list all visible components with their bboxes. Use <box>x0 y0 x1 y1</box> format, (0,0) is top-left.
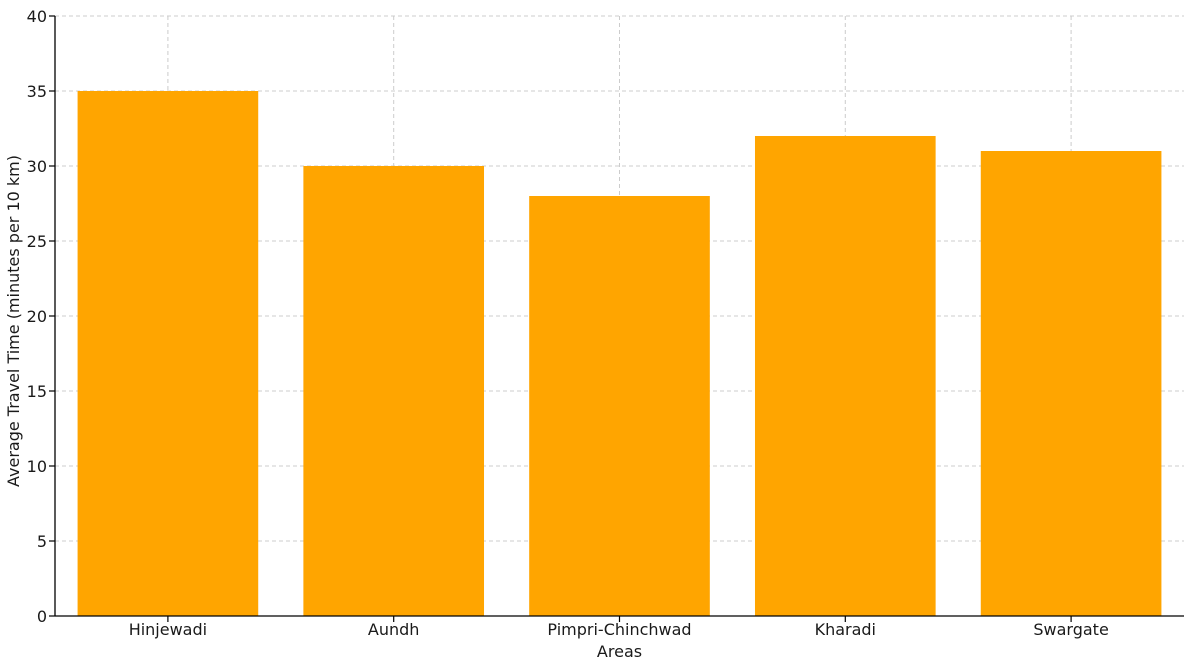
y-tick-label: 15 <box>27 382 47 401</box>
x-axis-title: Areas <box>597 642 642 661</box>
y-tick-label: 25 <box>27 232 47 251</box>
bars <box>77 91 1162 616</box>
bar <box>980 151 1162 616</box>
x-tick-label: Hinjewadi <box>129 620 207 639</box>
bar <box>303 166 485 616</box>
y-tick-label: 30 <box>27 157 47 176</box>
bar <box>754 136 936 616</box>
x-tick-label: Pimpri-Chinchwad <box>547 620 691 639</box>
y-tick-label: 20 <box>27 307 47 326</box>
y-tick-label: 40 <box>27 7 47 26</box>
bar <box>529 196 710 616</box>
x-tick-label: Swargate <box>1033 620 1108 639</box>
y-tick-label: 5 <box>37 532 47 551</box>
x-tick-label: Kharadi <box>815 620 876 639</box>
x-tick-label: Aundh <box>368 620 420 639</box>
y-tick-label: 10 <box>27 457 47 476</box>
ticks: 0 5 10 15 20 25 30 35 40 Hinjewadi Aundh Pimpri-Chi… <box>27 7 1109 639</box>
bar <box>77 91 259 616</box>
y-axis-title: Average Travel Time (minutes per 10 km) <box>4 155 23 487</box>
y-tick-label: 35 <box>27 82 47 101</box>
y-tick-label: 0 <box>37 607 47 626</box>
